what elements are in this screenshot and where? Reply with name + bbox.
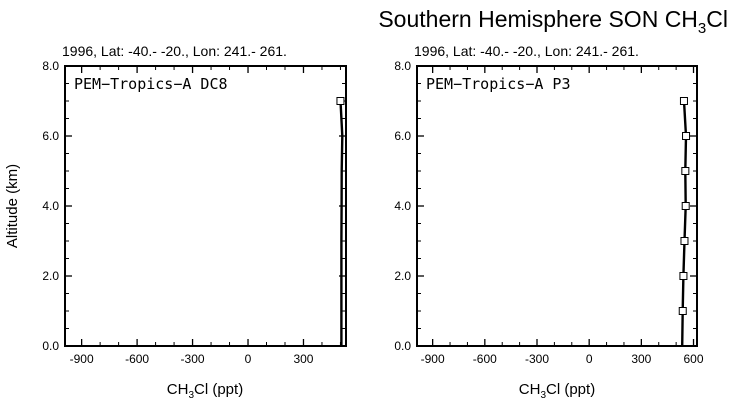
x-tick-label: -900 <box>70 352 94 366</box>
data-point-marker <box>679 97 688 105</box>
x-tick-label: 300 <box>631 352 651 366</box>
x-tick-label: -300 <box>525 352 549 366</box>
data-point-marker <box>681 167 690 175</box>
panel-dc8: 1996, Lat: -40.- -20., Lon: 241.- 261. A… <box>4 43 347 401</box>
plot-frame <box>64 65 347 347</box>
y-tick-label: 0.0 <box>394 339 411 353</box>
axis-ylabel: Altitude (km) <box>4 164 21 248</box>
y-tick-label: 8.0 <box>42 59 59 73</box>
y-tick-label: 2.0 <box>42 269 59 283</box>
y-tick-label: 4.0 <box>42 199 59 213</box>
y-tick-label: 4.0 <box>394 199 411 213</box>
y-tick-label: 2.0 <box>394 269 411 283</box>
data-point-marker <box>679 272 688 280</box>
panel-subtitle: 1996, Lat: -40.- -20., Lon: 241.- 261. <box>414 43 639 59</box>
profile-line <box>681 100 688 347</box>
figure-title: Southern Hemisphere SON CH3Cl <box>378 6 728 37</box>
x-tick-label: 0 <box>586 352 593 366</box>
x-tick-label: -900 <box>421 352 445 366</box>
panel-p3: 1996, Lat: -40.- -20., Lon: 241.- 261. -… <box>394 43 704 401</box>
panel-label: PEM−Tropics−A DC8 <box>74 75 228 93</box>
x-tick-label: 600 <box>684 352 704 366</box>
x-tick-label: -600 <box>125 352 149 366</box>
data-point-marker <box>678 307 687 315</box>
panel-subtitle: 1996, Lat: -40.- -20., Lon: 241.- 261. <box>62 43 287 59</box>
axis-xlabel: CH3Cl (ppt) <box>167 381 243 401</box>
y-tick-label: 8.0 <box>394 59 411 73</box>
data-point-marker <box>682 132 691 140</box>
x-tick-label: -600 <box>473 352 497 366</box>
y-tick-label: 0.0 <box>42 339 59 353</box>
y-tick-label: 6.0 <box>394 129 411 143</box>
data-point-marker <box>680 237 689 245</box>
plot-frame <box>416 65 698 347</box>
y-tick-label: 6.0 <box>42 129 59 143</box>
profile-line <box>339 100 344 346</box>
x-tick-label: -300 <box>181 352 205 366</box>
x-tick-label: 0 <box>245 352 252 366</box>
axis-xlabel: CH3Cl (ppt) <box>519 381 595 401</box>
data-point-marker <box>681 202 690 210</box>
data-point-marker <box>336 97 345 105</box>
x-tick-label: 300 <box>293 352 313 366</box>
panel-label: PEM−Tropics−A P3 <box>426 75 571 93</box>
